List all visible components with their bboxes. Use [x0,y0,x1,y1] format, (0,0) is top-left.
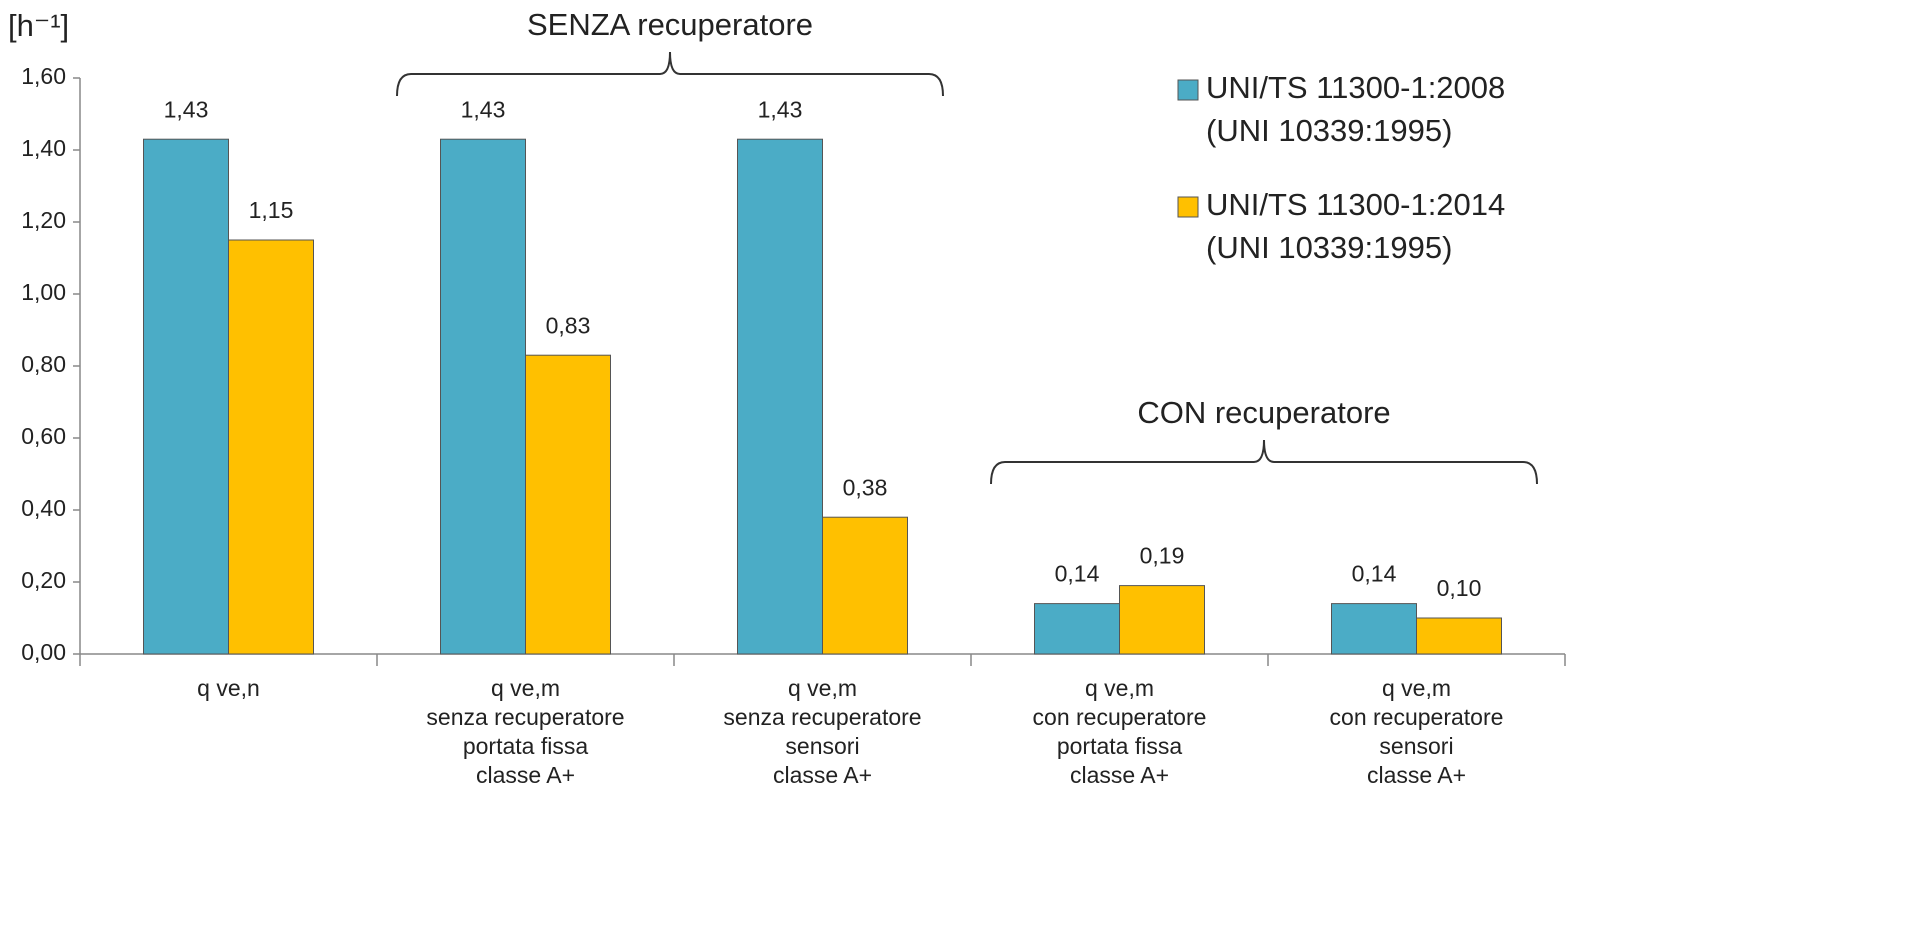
value-label: 0,10 [1437,575,1482,601]
x-tick-label: q ve,m senza recuperatore sensori classe A+ [723,675,921,788]
bar [737,138,823,655]
bar [1034,603,1120,655]
group-brace [396,51,944,97]
value-label: 1,43 [461,96,506,122]
y-tick-label: 1,20 [21,207,66,233]
value-label: 0,19 [1140,543,1185,569]
y-tick-label: 0,00 [21,639,66,665]
group-brace [990,439,1538,485]
value-label: 1,15 [249,197,294,223]
annotation: SENZA recuperatore [527,7,813,42]
bar [1331,603,1417,655]
bar [228,239,314,655]
x-tick-label: q ve,n [197,675,260,701]
bar [143,138,229,655]
value-label: 0,14 [1352,561,1397,587]
y-tick-label: 0,80 [21,351,66,377]
value-label: 0,83 [546,312,591,338]
x-tick-label: q ve,m con recuperatore portata fissa class… [1033,675,1207,788]
annotation: CON recuperatore [1137,395,1390,430]
y-tick-label: 0,60 [21,423,66,449]
value-label: 1,43 [164,96,209,122]
bar [822,516,908,655]
y-tick-label: 0,40 [21,495,66,521]
bar [1416,617,1502,655]
legend-swatch [1177,79,1199,101]
bar [1119,585,1205,655]
value-label: 0,14 [1055,561,1100,587]
x-tick-label: q ve,m senza recuperatore portata fissa cla… [426,675,624,788]
y-tick-label: 1,00 [21,279,66,305]
legend-label: UNI/TS 11300-1:2014 (UNI 10339:1995) [1206,187,1505,265]
y-tick-label: 1,40 [21,135,66,161]
legend-label: UNI/TS 11300-1:2008 (UNI 10339:1995) [1206,70,1505,148]
bar [440,138,526,655]
x-tick-label: q ve,m con recuperatore sensori classe A+ [1330,675,1504,788]
legend-swatch [1177,196,1199,218]
value-label: 1,43 [758,96,803,122]
y-tick-label: 1,60 [21,63,66,89]
bar [525,354,611,655]
value-label: 0,38 [843,474,888,500]
y-tick-label: 0,20 [21,567,66,593]
y-axis-label: [h⁻¹] [8,8,69,43]
